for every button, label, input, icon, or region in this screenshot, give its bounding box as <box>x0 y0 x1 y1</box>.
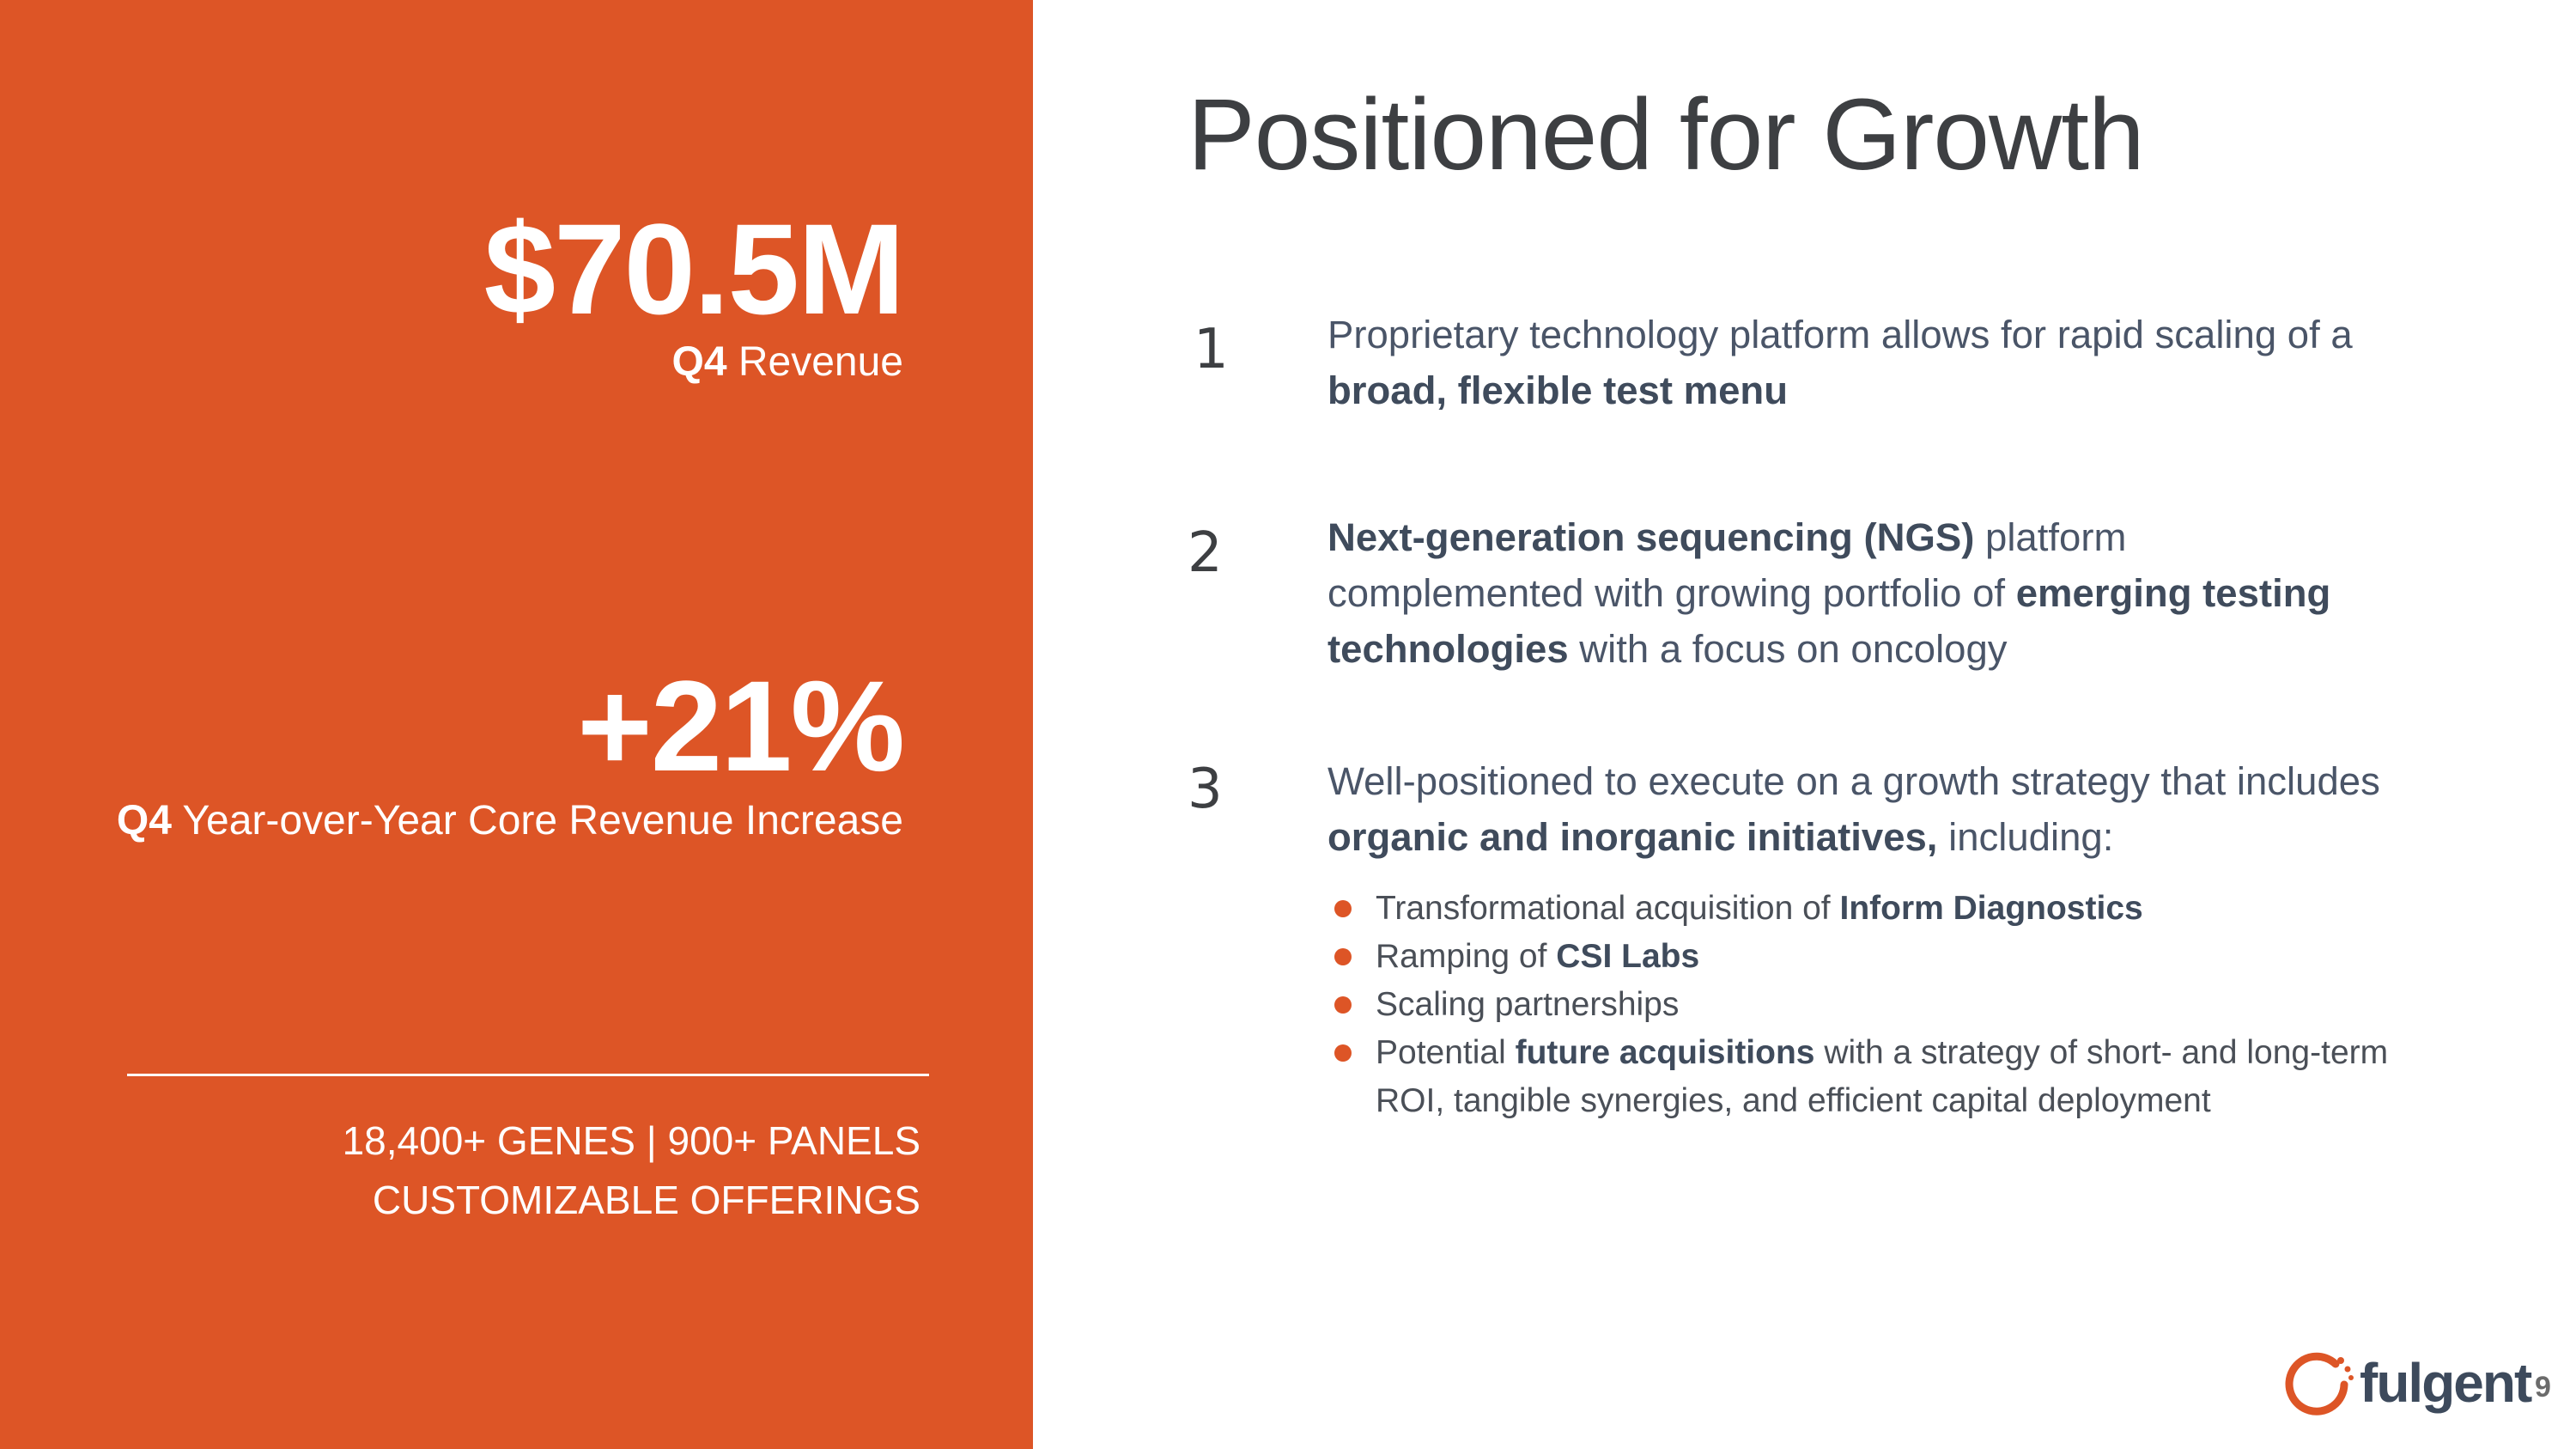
revenue-caption-quarter: Q4 <box>671 339 727 385</box>
bullet-emphasis: future acquisitions <box>1515 1034 1815 1071</box>
point-3-emphasis: organic and inorganic initiatives, <box>1327 815 1938 859</box>
bullet-dot-icon <box>1334 900 1352 917</box>
fulgent-logo: fulgent <box>2282 1349 2532 1417</box>
panel-divider <box>127 1074 929 1076</box>
revenue-caption-label: Revenue <box>726 339 903 385</box>
point-2-text-part-2: with a focus on oncology <box>1568 627 2008 671</box>
list-item: Ramping of CSI Labs <box>1333 933 2440 981</box>
list-item: Scaling partnerships <box>1333 981 2440 1029</box>
offerings-line-1: 18,400+ GENES | 900+ PANELS <box>342 1118 920 1163</box>
bullet-text: Scaling partnerships <box>1376 986 1680 1023</box>
growth-caption-quarter: Q4 <box>116 798 172 843</box>
fulgent-ring-logo-icon <box>2285 1352 2354 1416</box>
bullet-dot-icon <box>1334 948 1352 965</box>
point-1-emphasis: broad, flexible test menu <box>1327 368 1789 412</box>
point-2-emphasis-1: Next-generation sequencing (NGS) <box>1327 515 1975 559</box>
point-number-1: 1 <box>1194 318 1229 381</box>
list-item: Potential future acquisitions with a str… <box>1333 1029 2440 1125</box>
point-1-text-part: Proprietary technology platform allows f… <box>1327 313 2353 356</box>
bullet-emphasis: Inform Diagnostics <box>1839 890 2143 927</box>
bullet-dot-icon <box>1334 1044 1352 1062</box>
bullet-text-rest: with a strategy of short- and long-term … <box>1376 1034 2389 1119</box>
growth-caption-label: Year-over-Year Core Revenue Increase <box>171 798 903 843</box>
offerings-line-2: CUSTOMIZABLE OFFERINGS <box>372 1178 920 1222</box>
bullet-emphasis: CSI Labs <box>1556 938 1700 975</box>
growth-caption: Q4 Year-over-Year Core Revenue Increase <box>117 801 903 842</box>
point-2-emphasis-2: emerging testing technologies <box>1327 571 2331 671</box>
growth-value: +21% <box>577 654 905 798</box>
point-3-text-part-2: including: <box>1937 815 2114 859</box>
growth-initiatives-list: Transformational acquisition of Inform D… <box>1333 885 2440 1125</box>
bullet-dot-icon <box>1334 996 1352 1014</box>
revenue-value: $70.5M <box>483 197 905 341</box>
page-number: 9 <box>2535 1371 2551 1403</box>
point-number-3: 3 <box>1188 758 1223 821</box>
point-1-text: Proprietary technology platform allows f… <box>1327 307 2444 418</box>
point-2-text: Next-generation sequencing (NGS) platfor… <box>1327 509 2384 677</box>
list-item: Transformational acquisition of Inform D… <box>1333 885 2440 933</box>
point-2-text-part-1: platform complemented with growing portf… <box>1327 515 2127 615</box>
revenue-caption: Q4 Revenue <box>671 342 903 383</box>
logo-wordmark: fulgent <box>2360 1352 2532 1414</box>
point-3-text-part-1: Well-positioned to execute on a growth s… <box>1327 759 2380 803</box>
bullet-text: Transformational acquisition of <box>1376 890 1840 927</box>
point-3-text: Well-positioned to execute on a growth s… <box>1327 753 2444 865</box>
slide-title: Positioned for Growth <box>1188 78 2145 192</box>
left-stat-panel: $70.5M Q4 Revenue +21% Q4 Year-over-Year… <box>0 0 1033 1449</box>
bullet-text: Potential <box>1376 1034 1516 1071</box>
point-number-2: 2 <box>1188 521 1223 585</box>
bullet-text: Ramping of <box>1376 938 1557 975</box>
